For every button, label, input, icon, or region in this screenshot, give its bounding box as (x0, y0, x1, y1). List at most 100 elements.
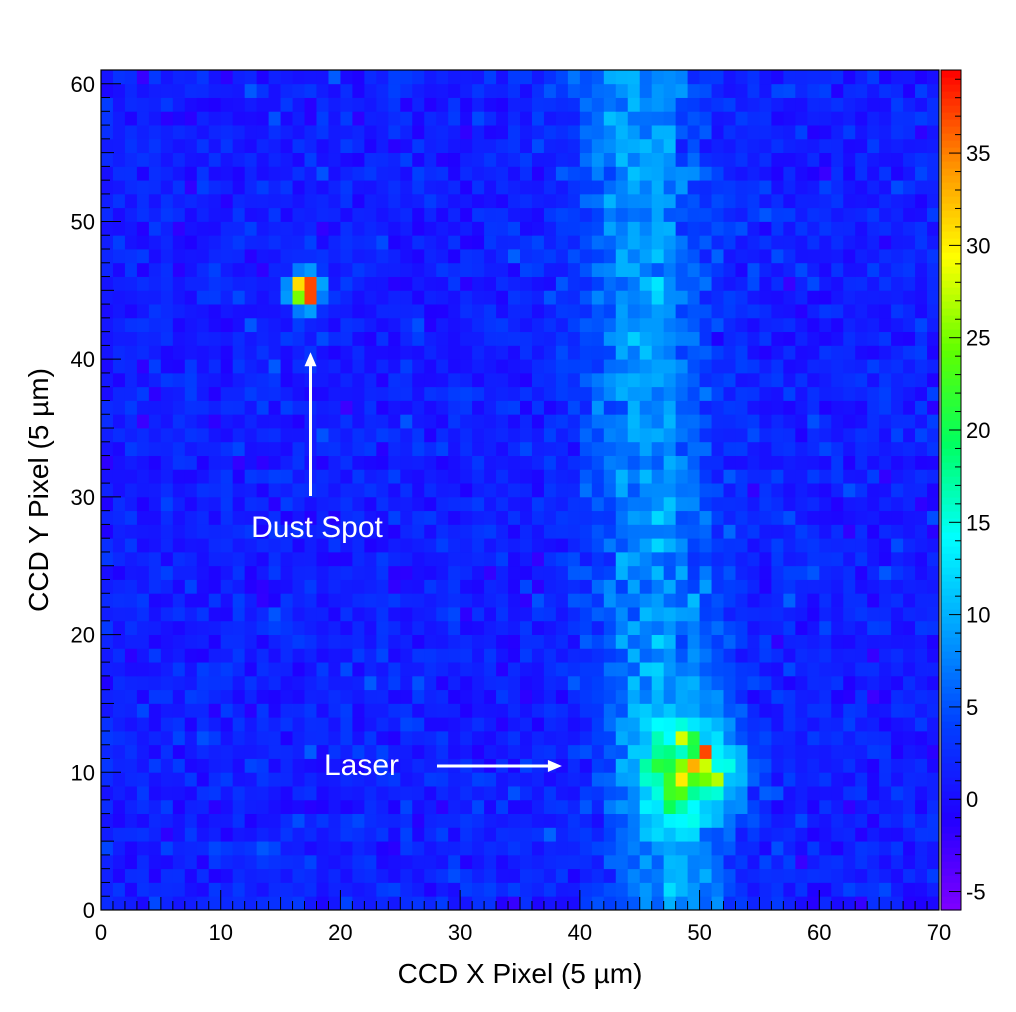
heatmap-cell (460, 166, 473, 181)
heatmap-cell (124, 97, 138, 112)
heatmap-cell (891, 386, 904, 401)
heatmap-cell (927, 827, 940, 842)
heatmap-cell (256, 565, 269, 580)
colorbar-segment (941, 658, 961, 666)
heatmap-cell (903, 317, 916, 333)
heatmap-cell (771, 345, 784, 360)
heatmap-cell (879, 579, 892, 594)
heatmap-cell (699, 483, 712, 498)
heatmap-cell (280, 607, 293, 622)
heatmap-cell (400, 317, 413, 333)
heatmap-cell (184, 524, 198, 539)
heatmap-cell (687, 896, 700, 911)
heatmap-cell (101, 125, 114, 140)
heatmap-cell (208, 786, 222, 801)
heatmap-cell (615, 827, 629, 842)
heatmap-cell (819, 551, 832, 567)
heatmap-cell (555, 648, 569, 663)
heatmap-cell (220, 125, 234, 140)
heatmap-cell (771, 868, 784, 883)
heatmap-cell (424, 744, 437, 759)
heatmap-cell (340, 496, 353, 512)
heatmap-cell (292, 441, 305, 456)
colorbar-segment (941, 371, 961, 379)
heatmap-cell (220, 772, 234, 787)
heatmap-cell (867, 125, 880, 140)
heatmap-cell (819, 138, 832, 154)
heatmap-cell (903, 249, 916, 264)
heatmap-cell (711, 496, 724, 512)
heatmap-cell (244, 386, 258, 401)
heatmap-cell (879, 193, 892, 209)
heatmap-cell (687, 331, 700, 346)
heatmap-cell (903, 138, 916, 154)
heatmap-cell (795, 455, 808, 470)
heatmap-cell (148, 827, 162, 842)
heatmap-cell (675, 799, 688, 815)
colorbar-segment (941, 154, 961, 162)
heatmap-cell (196, 152, 210, 167)
heatmap-cell (627, 221, 641, 236)
heatmap-cell (855, 441, 868, 456)
heatmap-cell (531, 799, 545, 815)
heatmap-cell (340, 483, 353, 498)
heatmap-cell (711, 896, 724, 911)
colorbar-segment (941, 350, 961, 358)
heatmap-cell (496, 662, 509, 677)
heatmap-cell (292, 359, 305, 374)
heatmap-cell (520, 551, 533, 567)
heatmap-cell (376, 111, 389, 126)
heatmap-cell (184, 648, 198, 663)
heatmap-cell (280, 331, 293, 346)
heatmap-cell (651, 827, 665, 842)
heatmap-cell (496, 125, 509, 140)
heatmap-cell (304, 689, 317, 704)
heatmap-cell (448, 510, 461, 525)
heatmap-cell (484, 70, 497, 85)
heatmap-cell (579, 551, 593, 567)
heatmap-cell (268, 235, 281, 250)
heatmap-cell (579, 896, 593, 911)
heatmap-cell (352, 441, 365, 456)
heatmap-cell (376, 372, 389, 388)
heatmap-cell (555, 634, 569, 649)
heatmap-cell (148, 593, 162, 608)
heatmap-cell (436, 786, 449, 801)
heatmap-cell (843, 83, 856, 98)
heatmap-cell (687, 372, 700, 388)
heatmap-cell (292, 207, 305, 222)
heatmap-cell (328, 634, 341, 649)
heatmap-cell (328, 662, 341, 677)
heatmap-cell (184, 662, 198, 677)
heatmap-cell (603, 97, 617, 112)
heatmap-cell (160, 235, 174, 250)
heatmap-cell (472, 565, 485, 580)
heatmap-cell (148, 799, 162, 815)
heatmap-cell (400, 496, 413, 512)
heatmap-cell (723, 882, 736, 897)
heatmap-cell (508, 579, 521, 594)
heatmap-cell (615, 841, 629, 856)
heatmap-cell (520, 262, 533, 277)
heatmap-cell (280, 675, 293, 691)
heatmap-cell (879, 717, 892, 732)
heatmap-cell (699, 193, 712, 209)
heatmap-cell (112, 166, 126, 181)
colorbar-segment (941, 84, 961, 92)
heatmap-cell (831, 235, 844, 250)
heatmap-cell (376, 744, 389, 759)
heatmap-cell (160, 551, 174, 567)
heatmap-cell (124, 345, 138, 360)
heatmap-cell (280, 882, 293, 897)
heatmap-cell (867, 207, 880, 222)
heatmap-cell (879, 428, 892, 443)
heatmap-cell (352, 166, 365, 181)
heatmap-cell (160, 634, 174, 649)
colorbar-segment (941, 280, 961, 288)
heatmap-cell (352, 524, 365, 539)
heatmap-cell (639, 868, 653, 883)
heatmap-cell (651, 455, 665, 470)
colorbar-segment (941, 364, 961, 372)
heatmap-cell (663, 317, 677, 333)
heatmap-cell (472, 620, 485, 635)
